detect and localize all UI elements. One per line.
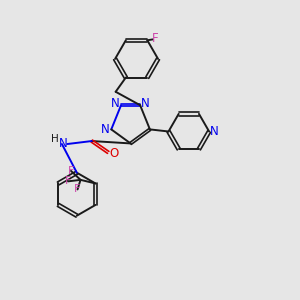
Text: F: F xyxy=(68,166,74,176)
Text: F: F xyxy=(74,184,81,194)
Text: F: F xyxy=(152,32,159,45)
Text: H: H xyxy=(52,134,59,144)
Text: N: N xyxy=(210,125,219,138)
Text: N: N xyxy=(111,97,119,110)
Text: O: O xyxy=(109,147,118,161)
Text: N: N xyxy=(101,123,110,136)
Text: N: N xyxy=(141,97,150,110)
Text: N: N xyxy=(59,137,68,150)
Text: F: F xyxy=(65,176,71,186)
